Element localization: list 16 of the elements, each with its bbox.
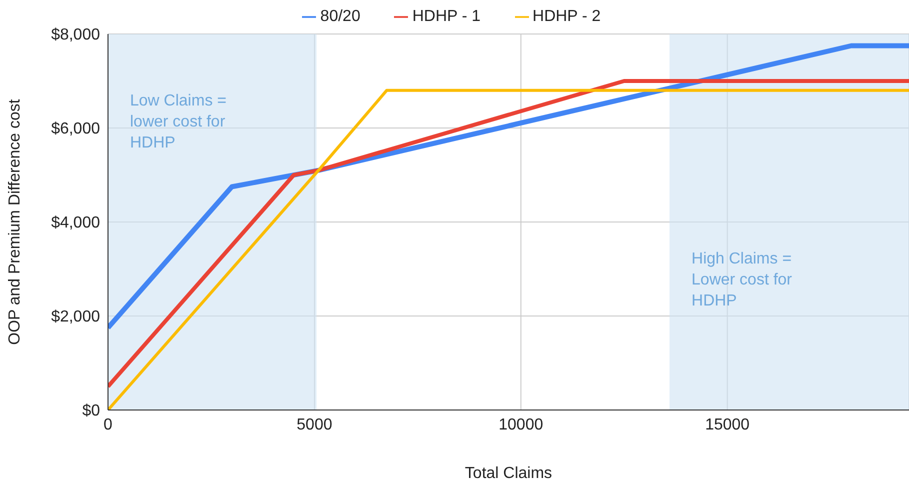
band-label: Low Claims = lower cost for HDHP bbox=[130, 92, 226, 152]
x-tick-label: 5000 bbox=[296, 416, 332, 434]
y-tick-label: $6,000 bbox=[51, 120, 100, 138]
legend-label: HDHP - 2 bbox=[532, 8, 601, 25]
y-tick-label: $0 bbox=[82, 402, 100, 420]
y-axis-title: OOP and Premium Difference cost bbox=[6, 98, 24, 345]
y-tick-label: $2,000 bbox=[51, 308, 100, 326]
legend-label: 80/20 bbox=[320, 8, 360, 25]
legend-label: HDHP - 1 bbox=[412, 8, 481, 25]
y-tick-label: $4,000 bbox=[51, 214, 100, 232]
x-tick-label: 0 bbox=[104, 416, 113, 434]
band-label: High Claims = Lower cost for HDHP bbox=[692, 250, 793, 310]
x-tick-label: 15000 bbox=[705, 416, 750, 434]
x-tick-label: 10000 bbox=[498, 416, 544, 434]
y-tick-label: $8,000 bbox=[51, 26, 100, 44]
x-axis-title: Total Claims bbox=[464, 465, 552, 482]
